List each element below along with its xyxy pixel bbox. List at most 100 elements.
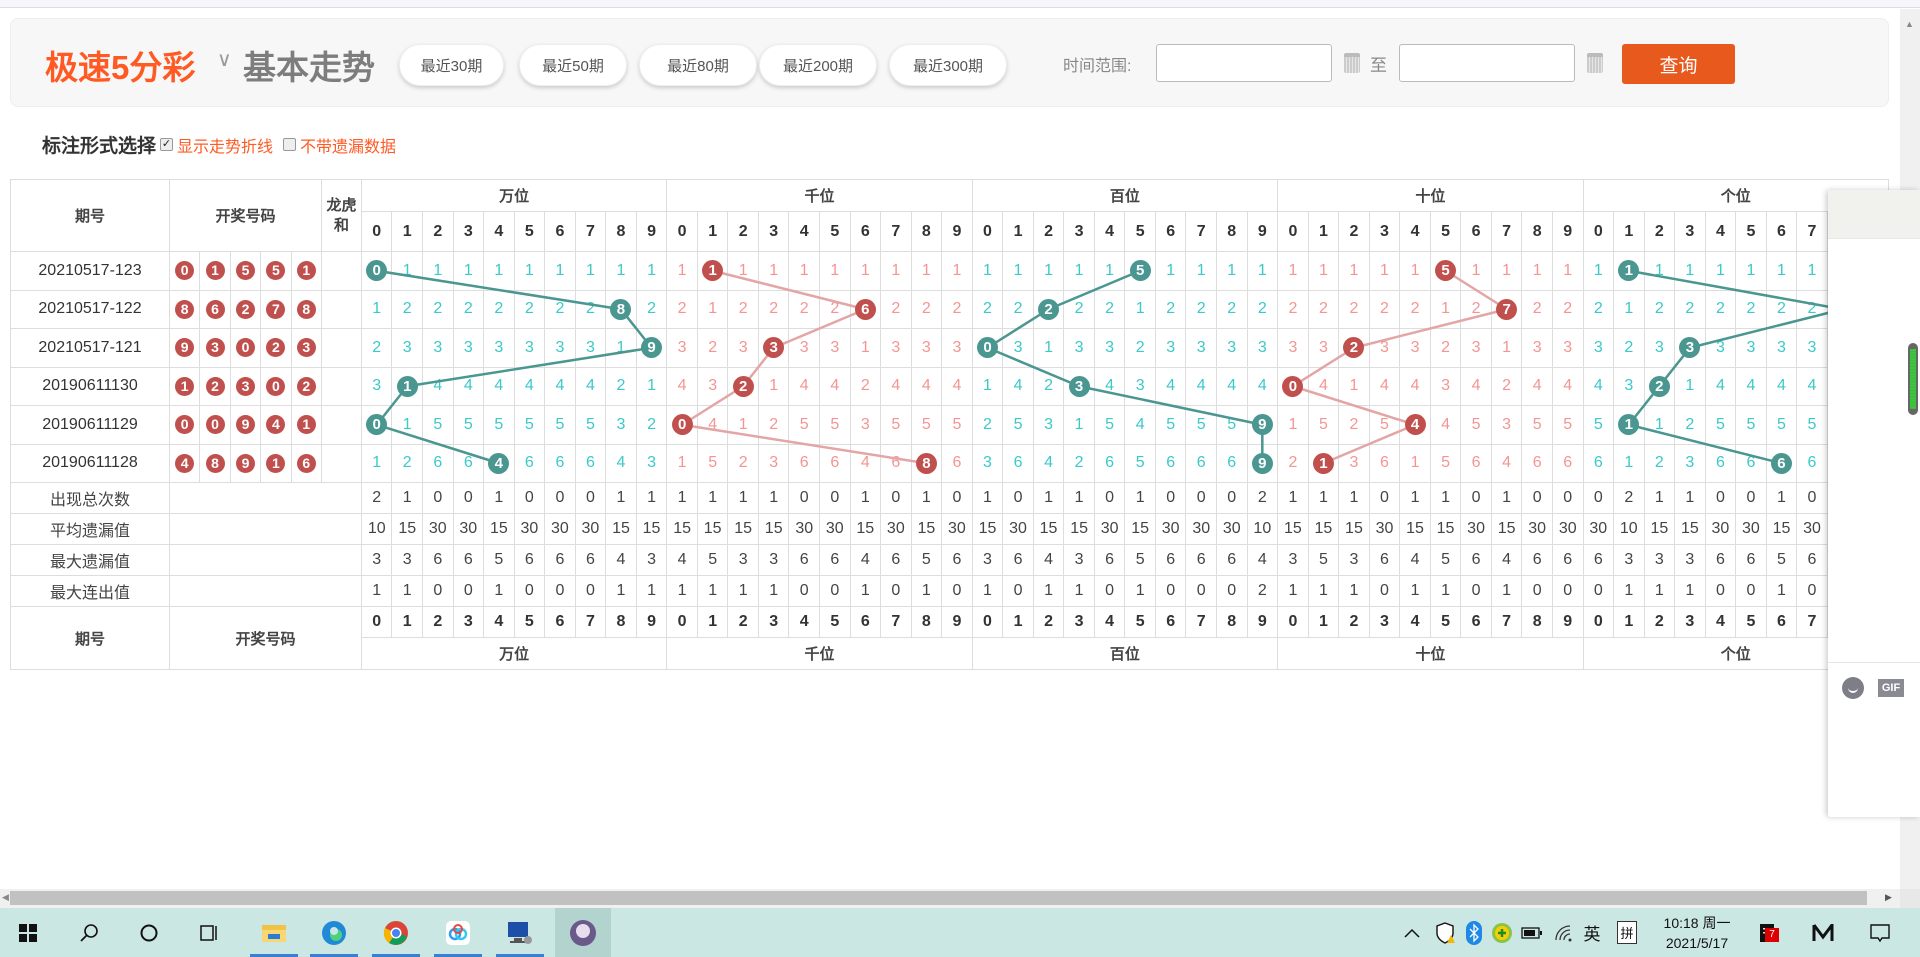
digit-footer: 1: [1002, 606, 1034, 638]
miss-cell: 3: [1002, 328, 1034, 368]
stats-value: 30: [1521, 513, 1553, 545]
query-button[interactable]: 查询: [1622, 44, 1735, 84]
show-hidden-icons-chevron-icon[interactable]: [1402, 908, 1422, 957]
stats-row: 出现总次数 2 1 0 0 1 0 0 0 1 1 1 1 1 1 0 0 1 0 1 0 1 0 1 1 0 1 0 0 0 2 1 1 1 0 1…: [10, 482, 1889, 514]
ime-mode-toggle[interactable]: 拼: [1615, 908, 1639, 957]
miss-cell: 2: [1124, 328, 1156, 368]
task-view-icon[interactable]: [181, 908, 237, 957]
bluetooth-icon[interactable]: [1464, 908, 1484, 957]
file-explorer-icon[interactable]: [246, 908, 302, 957]
stats-value: 30: [1704, 513, 1737, 545]
chrome-icon[interactable]: [368, 908, 424, 957]
miss-cell: 6: [1735, 443, 1767, 483]
recent-200-button[interactable]: 最近200期: [759, 44, 877, 86]
draw-number-cell: 0: [229, 328, 262, 368]
miss-cell: 4: [666, 366, 698, 406]
gif-button[interactable]: GIF: [1878, 679, 1904, 697]
recent-50-button[interactable]: 最近50期: [519, 44, 627, 86]
show-trend-line-label[interactable]: 显示走势折线: [177, 138, 274, 156]
security-shield-icon[interactable]: [1433, 908, 1457, 957]
end-date-input[interactable]: [1399, 44, 1575, 82]
miss-cell: 1: [635, 251, 668, 291]
scroll-up-arrow-icon[interactable]: ▲: [1905, 19, 1914, 29]
chevron-down-icon[interactable]: ∨: [217, 49, 232, 71]
netdisk-icon[interactable]: [430, 908, 486, 957]
miss-cell: 6: [1093, 443, 1126, 483]
miss-cell: 3: [1032, 405, 1065, 445]
miss-cell: 6: [1551, 443, 1584, 483]
miss-cell: 3: [757, 443, 790, 483]
digit-footer: 8: [605, 606, 637, 638]
hit-ball: 3: [1679, 337, 1701, 359]
draw-number-cell: 1: [260, 443, 292, 483]
miss-cell: 1: [1338, 366, 1370, 406]
horizontal-scroll-thumb[interactable]: [10, 891, 1867, 905]
show-trend-line-checkbox[interactable]: ✓: [160, 138, 174, 151]
cortana-icon[interactable]: [121, 908, 177, 957]
hit-ball: 0: [366, 260, 388, 282]
stats-value: 0: [819, 575, 851, 607]
battery-icon[interactable]: [1520, 908, 1544, 957]
stats-value: 15: [910, 513, 943, 545]
draw-number-cell: 0: [260, 366, 292, 406]
table-row[interactable]: 20190611129 0 0 9 4 1 0 1 5 5 5 5 5 5 3 2 0 4 1 2 5 5 3 5 5 5 2 5 3 1…: [10, 405, 1889, 445]
calendar-icon[interactable]: [1587, 53, 1603, 73]
avatar-app-icon[interactable]: [555, 908, 611, 957]
digit-header: 4: [1399, 211, 1431, 252]
table-row[interactable]: 20190611130 1 2 3 0 2 3 1 4 4 4 4 4 4 2 1 4 3 2 1 4 4 2 4 4 4 1 4 2 3…: [10, 366, 1889, 406]
table-row[interactable]: 20190611128 4 8 9 1 6 1 2 6 6 4 6 6 6 4 3 1 5 2 3 6 6 4 6 8 6 3 6 4 2…: [10, 443, 1889, 483]
recent-300-button[interactable]: 最近300期: [889, 44, 1007, 86]
horizontal-scrollbar[interactable]: ◀ ▶: [0, 889, 1900, 908]
ime-language-toggle[interactable]: 英: [1583, 925, 1601, 944]
recent-30-button[interactable]: 最近30期: [399, 44, 504, 86]
digit-footer: 1: [391, 606, 424, 638]
no-miss-data-checkbox[interactable]: [283, 138, 297, 151]
action-center-icon[interactable]: [1866, 908, 1894, 957]
recent-80-button[interactable]: 最近80期: [639, 44, 757, 86]
lottery-name[interactable]: 极速5分彩: [45, 49, 196, 86]
green-app-icon[interactable]: [1490, 908, 1514, 957]
table-row[interactable]: 20210517-123 0 1 5 5 1 0 1 1 1 1 1 1 1 1 1 1 1 1 1 1 1 1 1 1 1 1 1 1…: [10, 251, 1889, 291]
miss-cell: 0: [971, 328, 1004, 368]
stats-value: 5: [1124, 544, 1156, 576]
stats-value: 0: [1460, 575, 1492, 607]
digit-footer: 0: [666, 606, 698, 638]
miss-cell: 1: [1551, 251, 1584, 291]
miss-cell: 5: [544, 405, 576, 445]
remote-desktop-icon[interactable]: [492, 908, 548, 957]
miss-cell: 4: [1368, 366, 1401, 406]
emoji-icon[interactable]: [1842, 677, 1864, 699]
stats-value: 30: [1002, 513, 1034, 545]
volume-indicator[interactable]: [1908, 343, 1918, 415]
m-app-icon[interactable]: [1810, 908, 1836, 957]
draw-number-cell: 5: [229, 251, 262, 291]
table-row[interactable]: 20210517-121 9 3 0 2 3 2 3 3 3 3 3 3 3 1 9 3 2 3 3 3 3 1 3 3 3 0 3 1…: [10, 328, 1889, 368]
miss-cell: 4: [1551, 366, 1584, 406]
stats-value: 30: [513, 513, 546, 545]
search-icon[interactable]: [61, 908, 117, 957]
miss-cell: 1: [1063, 251, 1095, 291]
miss-cell: 6: [1368, 443, 1401, 483]
stats-value: 6: [422, 544, 454, 576]
stats-value: 3: [1613, 544, 1645, 576]
miss-cell: 1: [849, 328, 882, 368]
scroll-left-arrow-icon[interactable]: ◀: [2, 892, 9, 902]
options-label: 标注形式选择: [42, 136, 157, 157]
table-row[interactable]: 20210517-122 8 6 2 7 8 1 2 2 2 2 2 2 2 8 2 2 1 2 2 2 2 6 2 2 2 2 2 2…: [10, 289, 1889, 329]
wifi-icon[interactable]: [1553, 908, 1575, 957]
stats-value: 6: [819, 544, 851, 576]
stats-label: 最大连出值: [10, 575, 170, 607]
system-clock[interactable]: 10:18 周一 2021/5/17: [1652, 913, 1742, 953]
edge-icon[interactable]: [306, 908, 362, 957]
windows-start-icon[interactable]: [0, 908, 56, 957]
stats-value: 4: [1246, 544, 1279, 576]
scroll-right-arrow-icon[interactable]: ▶: [1885, 892, 1892, 902]
start-date-input[interactable]: [1156, 44, 1332, 82]
miss-cell: 2: [819, 289, 851, 329]
calendar-icon[interactable]: [1344, 53, 1360, 73]
no-miss-data-label[interactable]: 不带遗漏数据: [300, 138, 397, 156]
miss-cell: 5: [910, 405, 943, 445]
notification-app-icon[interactable]: 7: [1755, 908, 1781, 957]
stats-value: 6: [1002, 544, 1034, 576]
miss-cell: 5: [1185, 405, 1217, 445]
